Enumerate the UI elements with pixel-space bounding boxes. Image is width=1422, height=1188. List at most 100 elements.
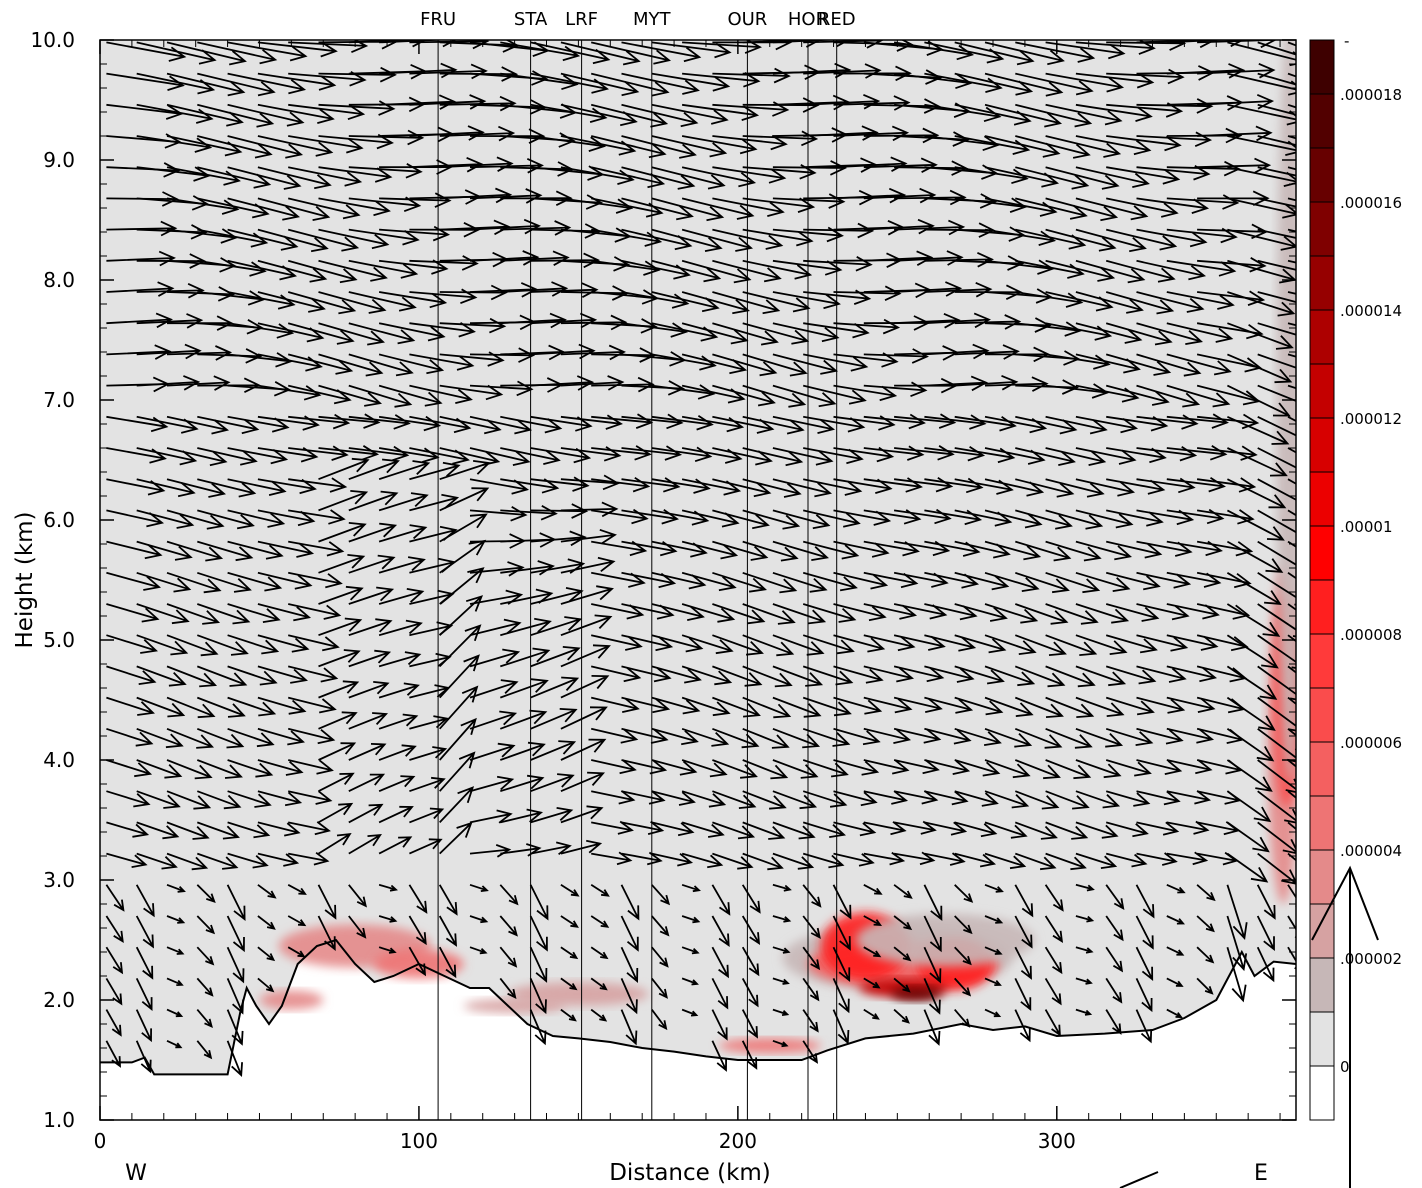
wind-vector (954, 344, 1020, 360)
wind-vector (924, 414, 987, 430)
wind-vector (288, 571, 343, 589)
wind-vector (1105, 322, 1173, 346)
wind-vector (1135, 1009, 1153, 1044)
wind-vector (439, 685, 479, 730)
wind-vector (378, 651, 422, 668)
wind-vector (1136, 228, 1208, 248)
wind-vector (560, 839, 603, 855)
wind-vector (833, 509, 892, 526)
wind-vector (893, 696, 943, 713)
wind-vector (712, 852, 754, 870)
y-tick-label: 5.0 (43, 628, 75, 652)
wind-vector (469, 844, 512, 858)
wind-vector (257, 665, 308, 684)
wind-vector (924, 696, 974, 714)
colorbar-label: .000008 (1340, 626, 1402, 644)
wind-vector (348, 414, 411, 430)
wind-vector (590, 135, 667, 159)
wind-vector (620, 1009, 638, 1046)
wind-vector (802, 1040, 819, 1064)
wind-vector (196, 759, 243, 779)
wind-vector (1166, 727, 1215, 744)
wind-vector (1075, 540, 1132, 561)
wind-vector (287, 228, 360, 252)
wind-vector (1196, 509, 1255, 525)
wind-vector (1075, 291, 1144, 314)
contour-blob (508, 982, 649, 1006)
wind-vector (1257, 759, 1296, 794)
x-tick-label: 300 (1038, 1129, 1076, 1153)
wind-vector (954, 314, 1022, 330)
wind-vector (1075, 259, 1146, 284)
wind-vector (1196, 477, 1257, 493)
colorbar-swatch (1309, 957, 1335, 1013)
wind-vector (136, 415, 199, 434)
wind-vector (469, 946, 488, 955)
wind-vector (288, 603, 342, 620)
wind-vector (500, 281, 569, 297)
wind-vector (863, 634, 916, 652)
wind-vector (924, 312, 991, 329)
wind-vector (1105, 665, 1157, 685)
wind-vector (1226, 852, 1269, 883)
wind-vector (620, 884, 640, 921)
wind-vector (954, 665, 1005, 685)
wind-vector (1287, 884, 1296, 907)
station-label: MYT (633, 9, 672, 30)
wind-vector (591, 634, 643, 651)
wind-vector (1136, 727, 1184, 745)
wind-vector (803, 93, 881, 110)
wind-vector (348, 884, 367, 908)
wind-vector (923, 915, 942, 953)
wind-vector (1014, 634, 1067, 656)
wind-vector (863, 665, 915, 683)
wind-vector (560, 501, 619, 518)
wind-vector (1014, 852, 1057, 871)
wind-vector (136, 790, 181, 809)
wind-vector (1045, 852, 1087, 871)
wind-vector (1257, 696, 1296, 732)
wind-vector (1166, 259, 1237, 277)
wind-vector (651, 852, 694, 867)
wind-vector (530, 740, 577, 761)
wind-vector (166, 821, 210, 840)
wind-vector (529, 978, 547, 1015)
wind-vector (1075, 821, 1119, 839)
wind-vector (1257, 197, 1296, 208)
wind-vector (560, 915, 579, 928)
wind-vector (924, 727, 972, 745)
wind-vector (530, 503, 589, 519)
wind-vector (1105, 696, 1155, 716)
wind-vector (1166, 353, 1232, 376)
wind-vector (166, 727, 215, 749)
station-label: HOR (788, 9, 828, 30)
colorbar-swatch (1309, 741, 1335, 797)
wind-vector (651, 384, 716, 400)
y-tick-label: 7.0 (43, 388, 75, 412)
wind-vector (227, 790, 272, 808)
wind-vector (257, 384, 322, 401)
wind-vector (590, 696, 640, 713)
wind-vector (105, 946, 124, 975)
wind-vector (590, 72, 670, 97)
wind-vector (984, 103, 1063, 128)
station-label: FRU (420, 9, 456, 30)
wind-vector (1106, 509, 1164, 527)
wind-vector (712, 166, 787, 184)
wind-vector (499, 884, 519, 906)
wind-vector (1257, 415, 1296, 437)
wind-vector (378, 744, 417, 761)
wind-vector (348, 522, 398, 543)
wind-vector (1045, 166, 1120, 190)
wind-vector (530, 807, 574, 824)
wind-vector (438, 884, 458, 916)
wind-vector (923, 946, 942, 984)
wind-vector (984, 540, 1042, 561)
wind-vector (530, 103, 608, 123)
wind-vector (1105, 790, 1151, 807)
wind-vector (197, 72, 276, 97)
wind-vector (500, 41, 581, 62)
wind-vector (1226, 759, 1273, 792)
wind-vector (742, 478, 802, 498)
wind-vector (591, 603, 645, 620)
